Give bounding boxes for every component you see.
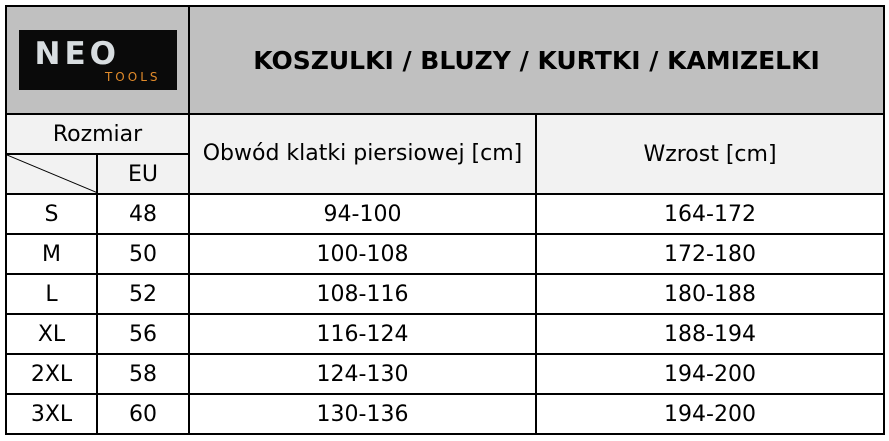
header-height: Wzrost [cm] (535, 113, 885, 195)
height-cell: 164-172 (535, 193, 885, 235)
size-cell: XL (5, 313, 98, 355)
diagonal-cell (5, 153, 98, 195)
logo-cell: NEO TOOLS (5, 5, 190, 115)
eu-cell: 58 (96, 353, 190, 395)
header-chest: Obwód klatki piersiowej [cm] (188, 113, 537, 195)
table-row: S 48 94-100 164-172 (5, 193, 885, 235)
size-table: NEO TOOLS KOSZULKI / BLUZY / KURTKI / KAM… (5, 5, 885, 435)
table-title: KOSZULKI / BLUZY / KURTKI / KAMIZELKI (188, 5, 885, 115)
height-cell: 180-188 (535, 273, 885, 315)
size-cell: S (5, 193, 98, 235)
eu-cell: 52 (96, 273, 190, 315)
size-cell: 2XL (5, 353, 98, 395)
chest-cell: 108-116 (188, 273, 537, 315)
table-row: 2XL 58 124-130 194-200 (5, 353, 885, 395)
eu-cell: 50 (96, 233, 190, 275)
chest-cell: 130-136 (188, 393, 537, 435)
height-cell: 194-200 (535, 393, 885, 435)
height-cell: 194-200 (535, 353, 885, 395)
chest-cell: 116-124 (188, 313, 537, 355)
size-cell: M (5, 233, 98, 275)
size-cell: L (5, 273, 98, 315)
height-cell: 188-194 (535, 313, 885, 355)
header-size: Rozmiar (5, 113, 190, 155)
header-eu: EU (96, 153, 190, 195)
chest-cell: 124-130 (188, 353, 537, 395)
height-cell: 172-180 (535, 233, 885, 275)
neo-tools-logo: NEO TOOLS (18, 30, 177, 90)
table-row: L 52 108-116 180-188 (5, 273, 885, 315)
eu-cell: 56 (96, 313, 190, 355)
eu-cell: 48 (96, 193, 190, 235)
table-row: M 50 100-108 172-180 (5, 233, 885, 275)
chest-cell: 100-108 (188, 233, 537, 275)
chest-cell: 94-100 (188, 193, 537, 235)
size-cell: 3XL (5, 393, 98, 435)
table-row: 3XL 60 130-136 194-200 (5, 393, 885, 435)
eu-cell: 60 (96, 393, 190, 435)
table-row: XL 56 116-124 188-194 (5, 313, 885, 355)
